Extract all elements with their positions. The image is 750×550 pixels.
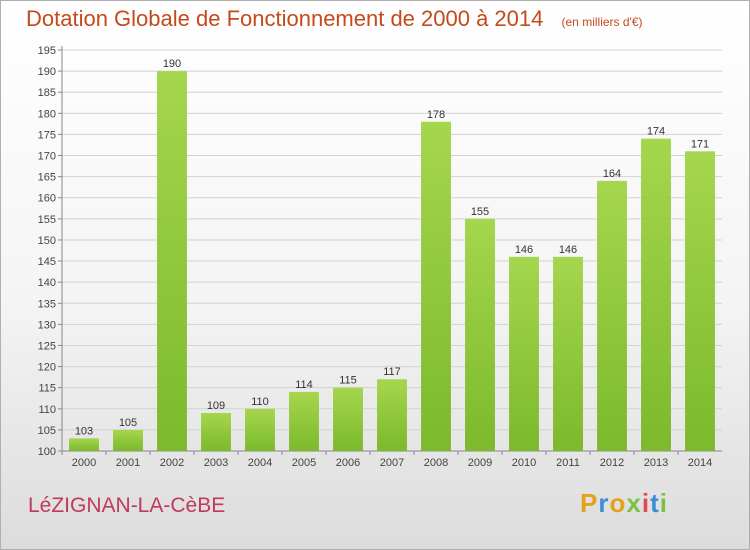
y-tick-label: 160 <box>38 193 56 205</box>
y-tick-label: 180 <box>38 108 56 120</box>
bar-value-label: 174 <box>647 126 665 138</box>
commune-name: LéZIGNAN-LA-CèBE <box>28 494 226 517</box>
bar-value-label: 155 <box>471 206 489 218</box>
y-tick-label: 150 <box>38 235 56 247</box>
y-tick-label: 165 <box>38 172 56 184</box>
y-tick-label: 155 <box>38 214 56 226</box>
chart-title: Dotation Globale de Fonctionnement de 20… <box>26 6 643 32</box>
x-tick-label: 2012 <box>600 457 624 469</box>
x-tick-label: 2000 <box>72 457 96 469</box>
y-tick-label: 170 <box>38 151 56 163</box>
y-tick-label: 120 <box>38 362 56 374</box>
bar-value-label: 110 <box>251 396 269 408</box>
bar-value-label: 105 <box>119 417 137 429</box>
x-tick-label: 2006 <box>336 457 360 469</box>
logo-letter: x <box>626 488 642 518</box>
x-tick-label: 2014 <box>688 457 712 469</box>
bar-value-label: 109 <box>207 400 225 412</box>
y-tick-label: 140 <box>38 277 56 289</box>
bar-value-label: 178 <box>427 109 445 121</box>
bar <box>465 218 495 451</box>
logo-letter: o <box>609 488 627 518</box>
bar <box>289 391 319 451</box>
x-tick-label: 2005 <box>292 457 316 469</box>
x-tick-label: 2001 <box>116 457 140 469</box>
y-tick-label: 135 <box>38 298 56 310</box>
bar-value-label: 103 <box>75 425 93 437</box>
bar-value-label: 117 <box>383 366 401 378</box>
logo-letter: t <box>650 488 660 518</box>
bar <box>157 71 187 452</box>
y-tick-label: 130 <box>38 319 56 331</box>
y-tick-label: 175 <box>38 129 56 141</box>
x-tick-label: 2009 <box>468 457 492 469</box>
logo-letter: r <box>598 488 610 518</box>
y-tick-label: 145 <box>38 256 56 268</box>
y-tick-label: 115 <box>38 383 56 395</box>
x-tick-label: 2003 <box>204 457 228 469</box>
bar-value-label: 190 <box>163 58 181 70</box>
proxiti-logo: Proxiti <box>580 488 668 519</box>
x-tick-label: 2013 <box>644 457 668 469</box>
bar-value-label: 171 <box>691 138 709 150</box>
y-tick-label: 110 <box>38 404 56 416</box>
bar <box>641 138 671 452</box>
bar <box>685 151 715 451</box>
x-tick-label: 2002 <box>160 457 184 469</box>
bar-value-label: 114 <box>295 379 313 391</box>
bar <box>69 438 99 451</box>
bar-value-label: 115 <box>339 375 357 387</box>
chart-unit: (en milliers d'€) <box>561 15 643 29</box>
bar <box>201 413 231 451</box>
bar <box>421 121 451 451</box>
bar <box>245 408 275 451</box>
y-tick-label: 105 <box>38 425 56 437</box>
x-tick-label: 2007 <box>380 457 404 469</box>
bar-value-label: 164 <box>603 168 621 180</box>
logo-letter: i <box>659 488 668 518</box>
logo-letter: i <box>641 488 651 518</box>
x-tick-label: 2010 <box>512 457 536 469</box>
bar <box>113 429 143 451</box>
logo-letter: P <box>580 488 599 518</box>
y-tick-label: 100 <box>38 446 56 458</box>
y-tick-label: 185 <box>38 87 56 99</box>
x-tick-label: 2004 <box>248 457 272 469</box>
bar-value-label: 146 <box>559 244 577 256</box>
bar-value-label: 146 <box>515 244 533 256</box>
bar <box>377 379 407 451</box>
bar <box>553 256 583 451</box>
bar <box>333 387 363 451</box>
chart-title-text: Dotation Globale de Fonctionnement de 20… <box>26 6 544 31</box>
x-tick-label: 2011 <box>556 457 580 469</box>
bar <box>509 256 539 451</box>
x-tick-label: 2008 <box>424 457 448 469</box>
bar <box>597 180 627 451</box>
y-tick-label: 190 <box>38 66 56 78</box>
y-tick-label: 125 <box>38 340 56 352</box>
y-tick-label: 195 <box>38 45 56 57</box>
